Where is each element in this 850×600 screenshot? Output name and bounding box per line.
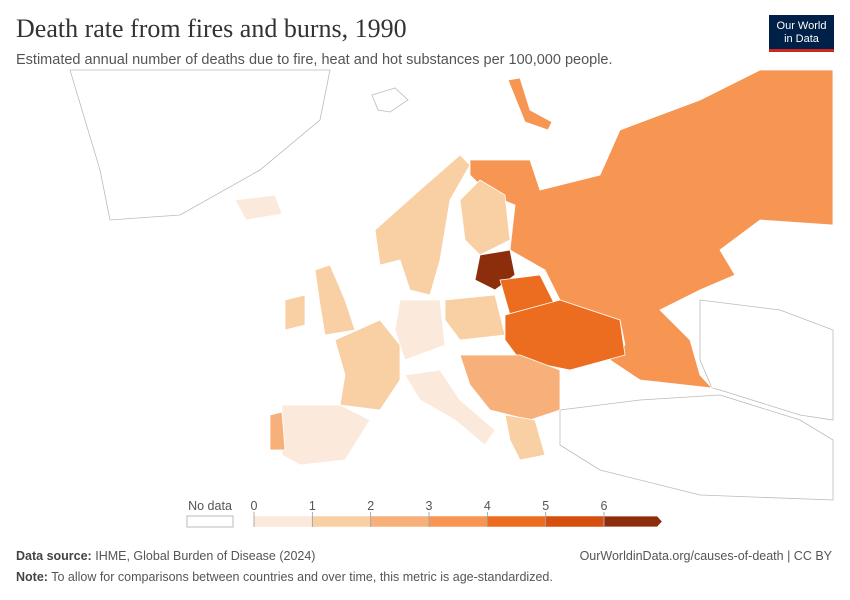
source-text: IHME, Global Burden of Disease (2024) (95, 549, 316, 563)
greenland (69, 69, 331, 221)
legend-tick-label: 2 (367, 499, 374, 513)
source-label: Data source: (16, 549, 92, 563)
map-shapes (69, 69, 834, 501)
poland (444, 294, 506, 341)
legend: No data 0 1 2 3 4 5 6 (186, 499, 663, 528)
logo-line: in Data (784, 33, 819, 45)
legend-bin (487, 515, 546, 528)
logo-line: Our World (776, 20, 827, 32)
legend-no-data-label: No data (188, 499, 232, 513)
legend-tick-label: 6 (601, 499, 608, 513)
ukraine (504, 299, 626, 371)
subtitle: Estimated annual number of deaths due to… (16, 52, 613, 68)
legend-no-data-swatch (186, 515, 234, 528)
legend-tick-label: 3 (426, 499, 433, 513)
novaya-zemlya (507, 77, 553, 131)
greece (504, 414, 546, 461)
italy (404, 369, 496, 446)
legend-bin (603, 515, 663, 528)
title: Death rate from fires and burns, 1990 (16, 14, 407, 43)
legend-tick-label: 0 (251, 499, 258, 513)
note-text: To allow for comparisons between countri… (51, 570, 553, 584)
note-label: Note: (16, 570, 48, 584)
france (334, 319, 401, 411)
logo[interactable]: Our World in Data (769, 15, 834, 52)
legend-tick-label: 5 (542, 499, 549, 513)
note: Note: To allow for comparisons between c… (16, 570, 553, 584)
portugal (269, 411, 286, 451)
legend-tick-label: 1 (309, 499, 316, 513)
spain (281, 404, 371, 466)
legend-bin (253, 515, 313, 528)
legend-bin (545, 515, 605, 528)
caucasus-region (699, 299, 834, 421)
ireland (284, 294, 306, 331)
legend-bin (428, 515, 488, 528)
finland (459, 179, 511, 256)
scandinavia (374, 154, 471, 296)
legend-bin (312, 515, 371, 528)
svalbard (371, 87, 409, 113)
germany (394, 299, 446, 361)
russia (469, 69, 834, 389)
balkans (459, 354, 561, 421)
turkey-region (559, 394, 834, 501)
url[interactable]: OurWorldinData.org/causes-of-death | CC … (579, 549, 832, 563)
legend-bin (370, 515, 430, 528)
source: Data source: IHME, Global Burden of Dise… (16, 549, 315, 563)
legend-tick-label: 4 (484, 499, 491, 513)
iceland (234, 194, 283, 221)
uk (314, 264, 356, 336)
